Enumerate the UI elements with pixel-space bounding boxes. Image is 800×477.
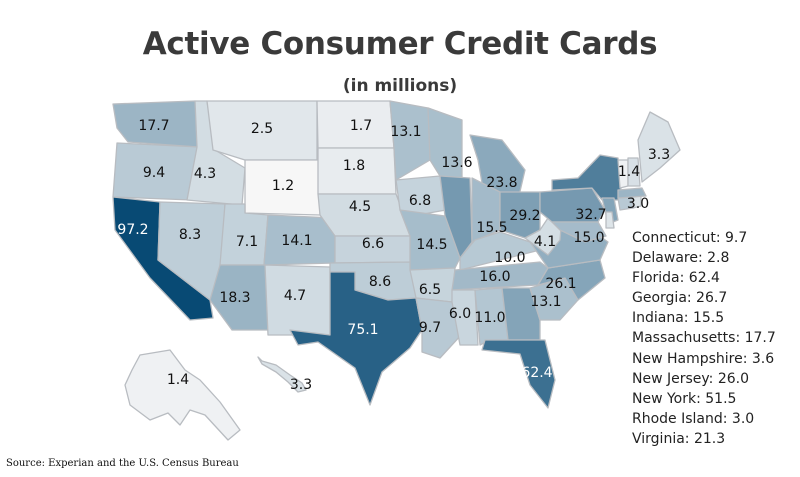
state-tx xyxy=(289,271,423,406)
state-ia xyxy=(395,175,447,217)
state-value-label-or: 9.4 xyxy=(143,165,165,181)
state-value-label-vt: 1.4 xyxy=(618,164,640,180)
state-me xyxy=(637,111,681,183)
state-value-label-hi: 3.3 xyxy=(290,377,312,393)
state-value-label-az: 18.3 xyxy=(219,290,250,306)
state-ma xyxy=(617,187,647,199)
state-ak xyxy=(124,349,241,441)
state-value-label-ne: 4.5 xyxy=(349,199,371,215)
state-value-label-ak: 1.4 xyxy=(167,372,189,388)
state-fl xyxy=(481,339,556,409)
state-value-label-ia: 6.8 xyxy=(409,193,431,209)
state-value-label-id: 4.3 xyxy=(194,166,216,182)
state-value-label-mt: 2.5 xyxy=(251,121,273,137)
state-value-label-al: 11.0 xyxy=(474,310,505,326)
state-ms xyxy=(451,289,479,346)
callout-item: Georgia: 26.7 xyxy=(632,290,728,307)
state-value-label-nv: 8.3 xyxy=(179,227,201,243)
state-value-label-in: 15.5 xyxy=(476,220,507,236)
state-value-label-ri: 3.0 xyxy=(627,196,649,212)
state-value-label-mo: 14.5 xyxy=(416,237,447,253)
state-value-label-wa: 17.7 xyxy=(138,118,169,134)
map-subtitle: (in millions) xyxy=(342,76,458,96)
state-value-label-fl: 62.4 xyxy=(521,365,552,381)
state-value-label-mn: 13.1 xyxy=(390,124,421,140)
state-value-label-me: 3.3 xyxy=(648,147,670,163)
labels-layer: 17.7 9.4 97.2 4.3 8.3 2.5 1.2 7.1 18.3 14.1 4.7 1.7… xyxy=(117,118,670,393)
state-value-label-sc: 13.1 xyxy=(530,294,561,310)
state-value-label-ms: 6.0 xyxy=(449,306,471,322)
state-hi xyxy=(257,356,307,393)
state-value-label-ut: 7.1 xyxy=(236,234,258,250)
states-layer xyxy=(112,100,681,441)
map-title: Active Consumer Credit Cards xyxy=(142,26,658,62)
callout-item: Florida: 62.4 xyxy=(632,270,720,287)
state-value-label-wy: 1.2 xyxy=(272,178,294,194)
state-value-label-nm: 4.7 xyxy=(284,288,306,304)
callout-item: New Hampshire: 3.6 xyxy=(632,350,775,367)
state-value-label-la: 9.7 xyxy=(419,320,441,336)
callout-item: Delaware: 2.8 xyxy=(632,250,730,267)
state-value-label-tn: 16.0 xyxy=(479,269,510,285)
callout-item: Virginia: 21.3 xyxy=(632,430,726,447)
state-wa xyxy=(112,100,200,148)
state-de xyxy=(605,211,615,229)
state-value-label-ky: 10.0 xyxy=(494,250,525,266)
callout-item: New Jersey: 26.0 xyxy=(632,370,749,387)
state-value-label-ca: 97.2 xyxy=(117,222,148,238)
state-value-label-sd: 1.8 xyxy=(343,158,365,174)
state-value-label-ok: 8.6 xyxy=(369,274,391,290)
callout-item: Massachusetts: 17.7 xyxy=(632,330,776,347)
state-value-label-va: 15.0 xyxy=(573,230,604,246)
callout-item: Indiana: 15.5 xyxy=(632,310,725,327)
state-callout-list: Connecticut: 9.7 Delaware: 2.8 Florida: 62… xyxy=(632,228,776,449)
state-value-label-co: 14.1 xyxy=(281,233,312,249)
state-value-label-wv: 4.1 xyxy=(534,234,556,250)
state-value-label-wi: 13.6 xyxy=(441,155,472,171)
state-ga xyxy=(501,287,541,341)
state-md xyxy=(551,221,607,243)
state-value-label-nc: 26.1 xyxy=(545,276,576,292)
state-value-label-ks: 6.6 xyxy=(362,236,384,252)
callout-item: New York: 51.5 xyxy=(632,390,737,407)
source-note: Source: Experian and the U.S. Census Bur… xyxy=(6,458,239,469)
state-value-label-ar: 6.5 xyxy=(419,282,441,298)
state-nh xyxy=(627,157,641,187)
state-value-label-pa: 32.7 xyxy=(575,207,606,223)
callout-item: Rhode Island: 3.0 xyxy=(632,410,755,427)
state-az xyxy=(209,264,269,331)
state-value-label-oh: 29.2 xyxy=(509,208,540,224)
callout-item: Connecticut: 9.7 xyxy=(632,230,748,246)
state-value-label-mi: 23.8 xyxy=(486,175,517,191)
state-value-label-nd: 1.7 xyxy=(350,118,372,134)
state-value-label-tx: 75.1 xyxy=(347,322,378,338)
